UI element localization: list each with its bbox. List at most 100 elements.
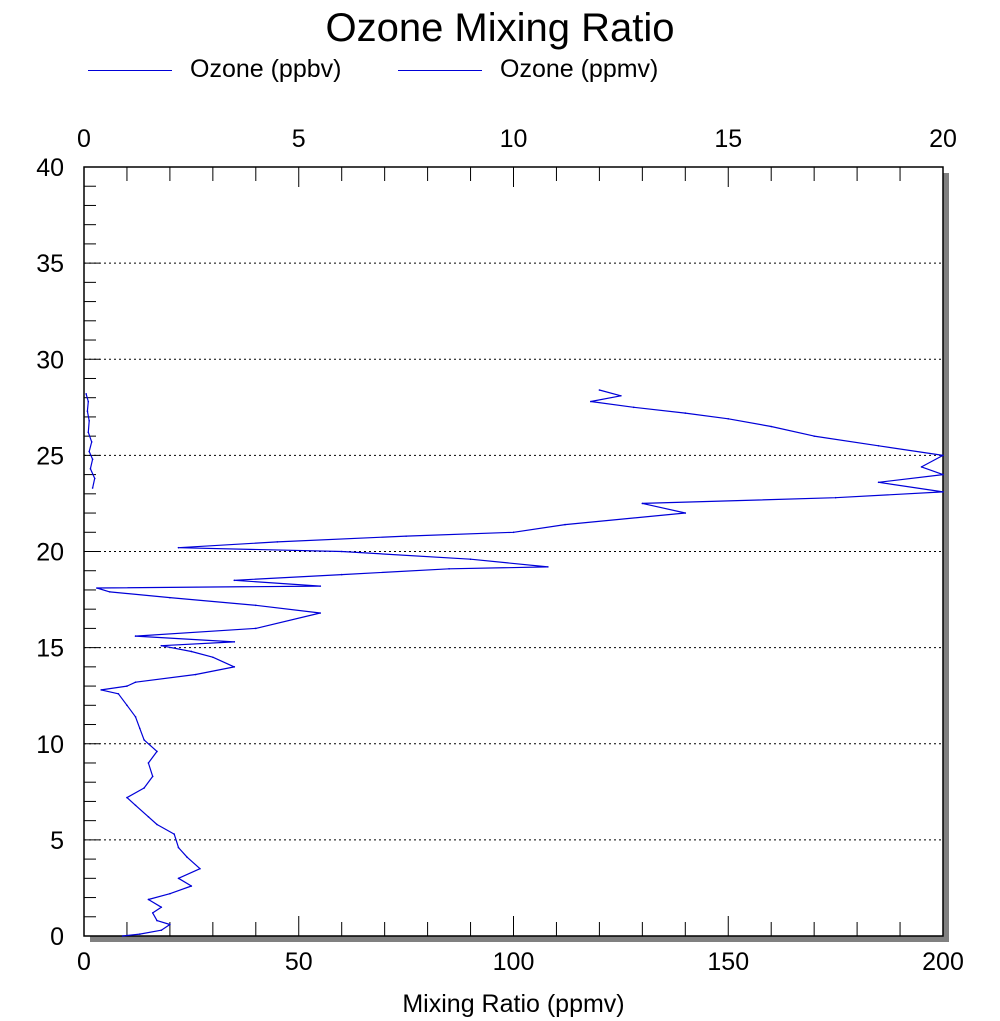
data-point-s1-68	[684, 412, 687, 414]
data-point-s1-64	[877, 444, 880, 447]
data-point-s1-8	[169, 892, 171, 895]
data-point-s1-66	[770, 425, 772, 428]
data-point-s1-25	[134, 716, 137, 718]
data-point-s1-65	[813, 435, 815, 437]
data-point-s1-44	[319, 585, 322, 587]
data-series	[85, 389, 944, 937]
y-tick-label-25: 25	[36, 442, 64, 470]
data-point-s1-41	[169, 596, 171, 599]
axis-ticks	[83, 166, 944, 937]
y-tick-label-0: 0	[50, 923, 64, 951]
data-point-s1-21	[147, 762, 150, 764]
data-point-s1-38	[255, 627, 257, 630]
frame-shadow-right	[943, 173, 949, 942]
x-top-tick-label-5: 5	[292, 125, 306, 153]
data-point-s2-3	[91, 458, 94, 461]
data-point-s1-46	[340, 573, 343, 576]
data-point-s1-70	[590, 400, 592, 403]
data-point-s1-4	[156, 919, 158, 922]
chart-title: Ozone Mixing Ratio	[325, 6, 675, 50]
gridlines	[84, 262, 943, 841]
x-bottom-tick-label-50: 50	[285, 948, 313, 976]
data-point-s1-20	[151, 775, 154, 778]
data-point-s1-39	[319, 612, 322, 614]
data-point-s1-36	[233, 641, 236, 643]
y-tick-label-35: 35	[36, 250, 64, 278]
data-point-s1-54	[512, 531, 515, 534]
data-point-s1-22	[156, 750, 158, 753]
frame-shadow	[90, 173, 949, 942]
data-point-s1-13	[177, 846, 180, 849]
data-point-s1-27	[117, 692, 120, 695]
data-point-s1-52	[276, 541, 279, 543]
legend-label-ppmv: Ozone (ppmv)	[500, 55, 659, 83]
data-point-s2-9	[87, 400, 90, 403]
data-point-s1-67	[727, 418, 730, 420]
data-point-s1-15	[156, 823, 158, 826]
data-point-s1-7	[147, 898, 150, 901]
data-point-s1-61	[942, 473, 944, 476]
y-tick-label-5: 5	[50, 827, 64, 855]
frame-shadow-bottom	[90, 936, 949, 942]
data-point-s1-33	[212, 656, 214, 659]
data-point-s1-30	[134, 681, 137, 684]
data-point-s2-0	[91, 487, 94, 489]
data-point-s2-5	[90, 441, 93, 443]
data-point-s1-40	[255, 604, 257, 607]
data-point-s2-1	[93, 477, 96, 480]
data-point-s1-48	[547, 566, 549, 568]
data-point-s1-14	[173, 833, 175, 835]
data-point-s1-23	[143, 739, 145, 741]
data-point-s1-18	[126, 796, 128, 799]
data-point-s1-47	[448, 568, 450, 570]
data-point-s1-9	[190, 885, 193, 887]
data-point-s1-34	[190, 650, 193, 653]
legend-item-ppbv: Ozone (ppbv)	[88, 54, 341, 84]
y-tick-label-15: 15	[36, 635, 64, 663]
data-point-s1-3	[169, 923, 171, 926]
x-axis-title: Mixing Ratio (ppmv)	[402, 990, 624, 1018]
data-point-s1-57	[641, 502, 644, 505]
data-point-s1-5	[151, 912, 154, 914]
legend-line-swatch	[398, 69, 482, 71]
data-point-s2-10	[85, 393, 87, 395]
data-point-s1-53	[405, 535, 407, 537]
legend-line-swatch	[88, 69, 172, 71]
data-point-s1-49	[469, 558, 472, 560]
data-point-s1-6	[160, 906, 163, 908]
x-bottom-tick-label-150: 150	[707, 948, 749, 976]
data-point-s1-60	[877, 481, 880, 484]
data-point-s1-59	[942, 491, 944, 493]
legend-item-ppmv: Ozone (ppmv)	[398, 54, 658, 84]
data-point-s1-72	[598, 389, 601, 391]
data-point-s1-69	[632, 406, 635, 409]
data-point-s1-29	[126, 685, 128, 687]
x-top-tick-label-10: 10	[500, 125, 528, 153]
x-top-tick-label-15: 15	[714, 125, 742, 153]
data-point-s2-4	[88, 450, 90, 453]
data-point-s1-24	[139, 727, 141, 730]
data-point-s1-43	[96, 587, 98, 589]
y-tick-label-20: 20	[36, 539, 64, 567]
x-bottom-tick-label-200: 200	[922, 948, 964, 976]
data-point-s1-62	[920, 466, 923, 468]
data-point-s1-0	[121, 935, 124, 937]
y-tick-label-40: 40	[36, 154, 64, 182]
data-point-s2-8	[86, 410, 89, 412]
data-point-s1-45	[233, 579, 236, 582]
x-bottom-tick-label-100: 100	[493, 948, 535, 976]
data-point-s1-31	[194, 673, 197, 676]
data-point-s1-1	[139, 933, 141, 935]
data-point-s1-17	[134, 804, 137, 807]
data-point-s1-2	[160, 929, 163, 932]
series-line-1	[96, 389, 944, 937]
data-point-s1-58	[834, 496, 837, 499]
data-point-s1-63	[942, 454, 944, 457]
y-tick-label-10: 10	[36, 731, 64, 759]
data-point-s2-7	[88, 419, 90, 422]
data-point-s1-10	[177, 877, 180, 880]
data-point-s1-35	[160, 644, 163, 647]
data-point-s1-16	[147, 816, 150, 818]
x-top-tick-label-0: 0	[77, 125, 91, 153]
data-point-s1-56	[684, 512, 687, 514]
